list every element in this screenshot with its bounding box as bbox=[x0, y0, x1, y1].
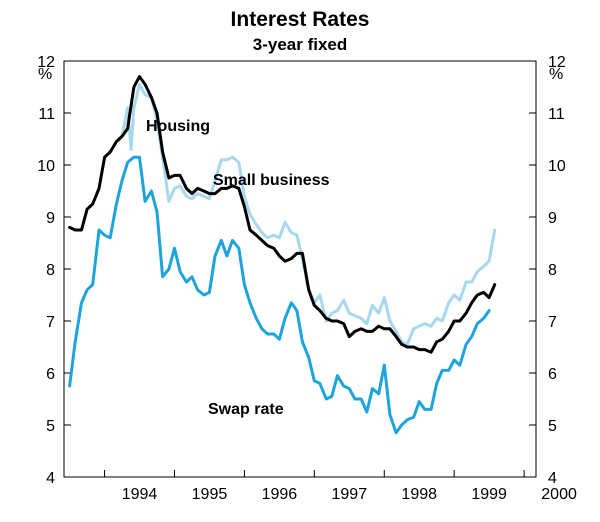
y-axis-unit-left: % bbox=[38, 66, 52, 83]
y-tick-label-right: 12 bbox=[548, 54, 566, 71]
y-tick-label-left: 12 bbox=[37, 54, 55, 71]
y-tick-label-right: 6 bbox=[548, 366, 557, 383]
y-tick-label-left: 8 bbox=[46, 262, 55, 279]
y-tick-label-right: 9 bbox=[548, 210, 557, 227]
y-tick-label-left: 7 bbox=[46, 314, 55, 331]
y-tick-label-left: 11 bbox=[38, 106, 55, 123]
x-tick-label: 1997 bbox=[332, 486, 368, 503]
y-axis-right: 4 5 6 7 8 9 10 11 12 bbox=[529, 54, 566, 487]
y-axis-unit-right: % bbox=[549, 66, 563, 83]
x-tick-label: 1998 bbox=[401, 486, 437, 503]
y-tick-label-right: 4 bbox=[548, 470, 557, 487]
series-lines bbox=[68, 75, 497, 435]
y-tick-label-left: 6 bbox=[46, 366, 55, 383]
y-tick-label-right: 7 bbox=[548, 314, 557, 331]
series-line-swap-rate bbox=[68, 155, 491, 435]
y-tick-label-left: 4 bbox=[46, 470, 55, 487]
y-tick-label-right: 8 bbox=[548, 262, 557, 279]
x-tick-label: 1995 bbox=[192, 486, 228, 503]
x-axis: 1994 1995 1996 1997 1998 1999 2000 bbox=[104, 470, 577, 503]
series-label-swap-rate: Swap rate bbox=[208, 401, 284, 418]
y-tick-label-right: 11 bbox=[548, 106, 565, 123]
y-tick-label-left: 10 bbox=[37, 158, 55, 175]
x-tick-label: 1999 bbox=[471, 486, 507, 503]
chart-subtitle: 3-year fixed bbox=[253, 35, 348, 54]
y-tick-label-left: 9 bbox=[46, 210, 55, 227]
series-line-housing bbox=[68, 75, 497, 354]
plot-frame bbox=[63, 60, 537, 478]
x-tick-label: 1996 bbox=[262, 486, 298, 503]
chart-title: Interest Rates bbox=[231, 8, 370, 31]
y-axis-left: 4 5 6 7 8 9 10 11 12 bbox=[37, 54, 71, 487]
series-label-small-business: Small business bbox=[213, 172, 330, 189]
y-tick-label-right: 5 bbox=[548, 418, 557, 435]
y-tick-label-right: 10 bbox=[548, 158, 566, 175]
x-tick-label: 2000 bbox=[541, 486, 577, 503]
series-label-housing: Housing bbox=[146, 118, 210, 135]
y-tick-label-left: 5 bbox=[46, 418, 55, 435]
x-tick-label: 1994 bbox=[122, 486, 158, 503]
